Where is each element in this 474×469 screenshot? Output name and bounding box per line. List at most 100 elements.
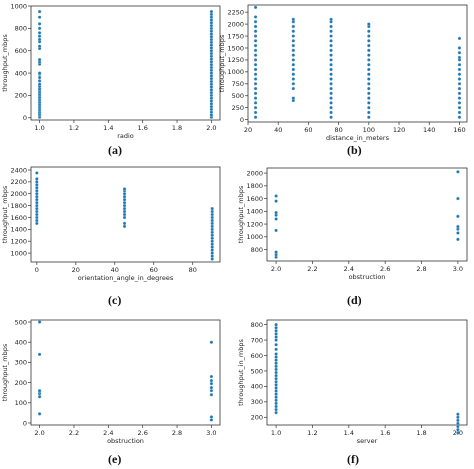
chart-f-ytick-label: 200: [251, 414, 263, 422]
chart-b-point: [457, 82, 462, 86]
chart-b-point: [367, 77, 371, 81]
chart-d-point: [274, 228, 278, 233]
caption-e: (e): [108, 452, 122, 466]
chart-e-xtick-label: 2.4: [103, 429, 113, 437]
chart-b-point: [367, 72, 371, 76]
chart-b-point: [253, 15, 258, 19]
chart-b-point: [291, 67, 296, 72]
chart-b-point: [329, 86, 333, 91]
chart-b-point: [253, 115, 258, 119]
chart-d-xtick-label: 3.0: [453, 265, 463, 273]
chart-e-ytick-label: 400: [15, 339, 27, 347]
chart-b-ytick-label: 2250: [227, 8, 244, 16]
chart-f-point: [274, 401, 278, 406]
chart-b-ytick-label: 1750: [227, 32, 244, 40]
chart-a-point: [37, 26, 42, 31]
chart-b-point: [291, 17, 296, 22]
chart-e-point: [37, 395, 42, 399]
chart-f-point: [274, 370, 278, 375]
chart-c-frame: [30, 166, 221, 263]
chart-a-xtick-label: 1.8: [172, 124, 182, 132]
chart-e-point: [209, 385, 214, 390]
chart-b-point: [367, 29, 371, 33]
chart-f-point: [274, 352, 278, 356]
chart-c-point: [122, 209, 127, 214]
chart-c-xtick-label: 0: [35, 266, 39, 274]
chart-a-ytick-label: 200: [15, 92, 27, 100]
chart-b-point: [367, 110, 371, 115]
chart-d-ytick-label: 1600: [246, 195, 263, 203]
chart-e-ytick-label: 300: [15, 359, 27, 367]
chart-f-point: [274, 376, 278, 381]
chart-e-point: [209, 415, 214, 419]
chart-b-point: [329, 58, 333, 62]
chart-b-point: [291, 39, 296, 43]
chart-b-point: [367, 39, 371, 43]
chart-e-point: [37, 320, 42, 324]
chart-f-ytick-label: 500: [251, 367, 263, 375]
chart-c-point: [210, 227, 214, 232]
chart-b-point: [367, 34, 371, 38]
chart-f-ytick-label: 300: [251, 398, 263, 406]
chart-c-ytick-label: 1800: [10, 202, 27, 210]
chart-b-point: [367, 48, 371, 53]
chart-b-point: [329, 110, 333, 115]
chart-a-xtick-label: 1.0: [34, 124, 44, 132]
caption-d: (d): [347, 293, 362, 307]
chart-a-point: [37, 22, 42, 26]
chart-f-point: [274, 380, 278, 384]
chart-d-xtick-label: 2.6: [380, 265, 390, 273]
chart-b-point: [457, 96, 462, 100]
chart-f-ytick-label: 800: [251, 321, 263, 329]
chart-b-point: [291, 34, 296, 38]
chart-e-point: [209, 340, 214, 344]
chart-b-point: [367, 62, 371, 67]
chart-f-point: [274, 398, 278, 403]
chart-f-point: [274, 364, 278, 369]
chart-b-point: [253, 91, 258, 96]
chart-c-ytick-label: 1600: [10, 214, 27, 222]
chart-b-xtick-label: 160: [453, 126, 465, 134]
chart-f-frame: [266, 319, 468, 426]
chart-c-point: [35, 221, 39, 226]
chart-b-point: [457, 86, 462, 91]
chart-d-xtick-label: 2.2: [307, 265, 317, 273]
chart-e-point: [209, 378, 214, 383]
chart-f-ylabel: throughput_in_mbps: [237, 339, 245, 406]
chart-f-point: [274, 332, 278, 336]
chart-c-ytick-label: 1200: [10, 238, 27, 246]
chart-a-point: [37, 31, 42, 35]
chart-a-ytick-label: 400: [15, 69, 27, 77]
chart-b-ytick-label: 0: [240, 116, 244, 124]
chart-f-xtick-label: 1.4: [344, 429, 354, 437]
chart-d-point: [456, 231, 460, 235]
chart-b-point: [457, 55, 462, 60]
chart-b-point: [367, 53, 371, 57]
chart-b-point: [253, 53, 258, 57]
chart-d-point: [274, 199, 278, 203]
chart-c-point: [210, 233, 214, 238]
chart-b-point: [253, 5, 258, 10]
chart-b-point: [329, 105, 333, 110]
chart-c-point: [210, 245, 214, 249]
chart-d-point: [456, 170, 460, 174]
chart-f-point: [274, 389, 278, 393]
chart-b-point: [253, 39, 258, 43]
chart-b-point: [457, 101, 462, 105]
chart-c-point: [122, 215, 127, 220]
chart-b-point: [329, 96, 333, 100]
chart-b-xtick-label: 60: [304, 126, 312, 134]
chart-b-point: [329, 62, 333, 67]
chart-c-point: [35, 197, 39, 202]
chart-f-point: [274, 338, 278, 342]
chart-f-point: [456, 427, 460, 432]
chart-b-point: [367, 115, 371, 119]
chart-b-point: [457, 77, 462, 81]
chart-a-ytick-label: 600: [15, 47, 27, 55]
chart-b-point: [329, 77, 333, 81]
chart-b-point: [253, 48, 258, 53]
chart-c-point: [35, 177, 39, 181]
chart-c-point: [210, 251, 214, 255]
chart-a-point: [37, 75, 42, 80]
chart-b-point: [291, 77, 296, 81]
